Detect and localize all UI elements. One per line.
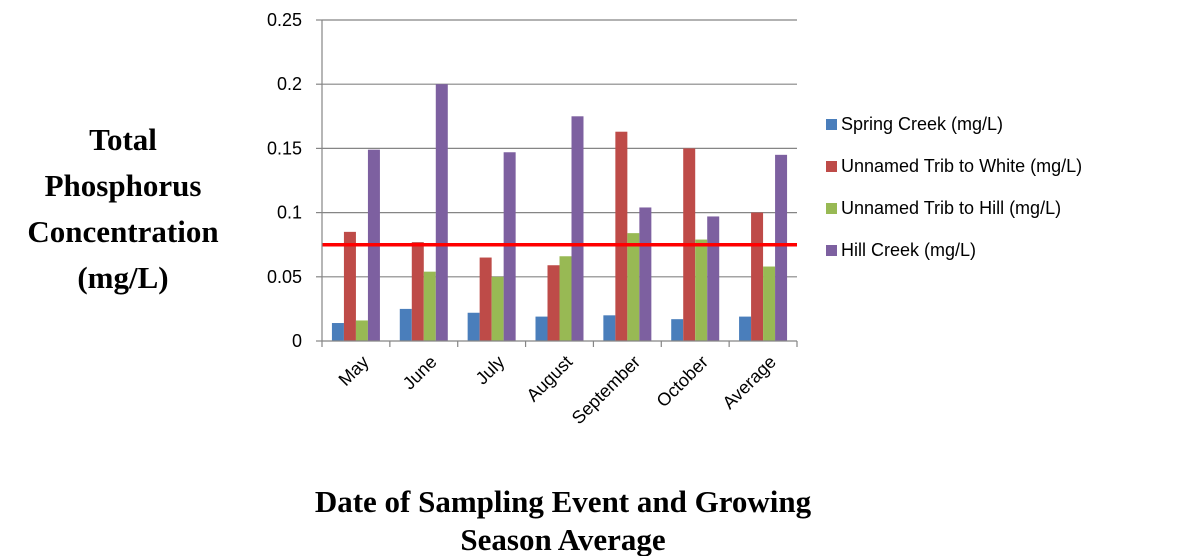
- x-tick-label: July: [472, 352, 509, 389]
- x-axis-title: Date of Sampling Event and Growing Seaso…: [315, 484, 812, 556]
- legend-label: Spring Creek (mg/L): [841, 114, 1003, 134]
- bar: [559, 256, 572, 341]
- bar: [751, 212, 764, 341]
- bar: [467, 312, 480, 341]
- bar: [739, 316, 752, 341]
- x-axis-title-line-1: Date of Sampling Event and Growing: [315, 484, 812, 519]
- legend-item: Unnamed Trib to White (mg/L): [826, 156, 1082, 176]
- bar: [707, 216, 720, 341]
- bar: [355, 320, 368, 341]
- x-tick-label: August: [523, 352, 577, 406]
- bar: [571, 116, 584, 341]
- legend-label: Unnamed Trib to Hill (mg/L): [841, 198, 1061, 218]
- legend-label: Hill Creek (mg/L): [841, 240, 976, 260]
- bar: [411, 242, 424, 341]
- y-tick-labels: 0 0.05 0.1 0.15 0.2 0.25: [267, 10, 302, 351]
- x-tick-label: Average: [719, 352, 780, 413]
- bar: [547, 265, 560, 341]
- bar: [479, 257, 492, 341]
- y-tick-label: 0: [292, 331, 302, 351]
- bar: [491, 276, 504, 341]
- gridlines: [322, 19, 797, 278]
- legend: Spring Creek (mg/L) Unnamed Trib to White…: [826, 114, 1082, 260]
- bar: [695, 239, 708, 341]
- bar: [639, 207, 652, 341]
- bar: [615, 131, 628, 341]
- legend-item: Hill Creek (mg/L): [826, 240, 976, 260]
- y-tick-label: 0.25: [267, 10, 302, 30]
- bar: [503, 152, 516, 341]
- legend-swatch: [826, 161, 837, 172]
- x-tick-label: May: [335, 352, 373, 390]
- legend-item: Unnamed Trib to Hill (mg/L): [826, 198, 1061, 218]
- legend-swatch: [826, 119, 837, 130]
- x-tick-label: June: [399, 352, 441, 394]
- legend-item: Spring Creek (mg/L): [826, 114, 1003, 134]
- bar: [671, 319, 684, 341]
- x-tick-label: September: [568, 352, 644, 428]
- legend-label: Unnamed Trib to White (mg/L): [841, 156, 1082, 176]
- bar: [331, 323, 344, 341]
- y-axis-title-line-1: Total: [89, 122, 157, 157]
- bar: [535, 316, 548, 341]
- y-axis-title: Total Phosphorus Concentration (mg/L): [27, 122, 218, 295]
- y-axis-title-line-4: (mg/L): [77, 260, 168, 295]
- x-axis-title-line-2: Season Average: [460, 522, 665, 556]
- bar: [423, 271, 436, 341]
- y-tick-label: 0.15: [267, 138, 302, 158]
- y-axis-title-line-3: Concentration: [27, 214, 218, 249]
- x-tick-label: October: [653, 352, 712, 411]
- bar: [343, 231, 356, 341]
- bar: [763, 266, 776, 341]
- legend-swatch: [826, 245, 837, 256]
- axes: [316, 19, 798, 347]
- bar: [435, 84, 448, 341]
- bar: [775, 154, 788, 341]
- bar: [627, 233, 640, 341]
- bars: [331, 84, 788, 341]
- legend-swatch: [826, 203, 837, 214]
- y-tick-label: 0.05: [267, 267, 302, 287]
- bar: [399, 308, 412, 341]
- bar: [603, 315, 616, 341]
- y-tick-label: 0.2: [277, 74, 302, 94]
- y-axis-title-line-2: Phosphorus: [45, 168, 202, 203]
- y-tick-label: 0.1: [277, 203, 302, 223]
